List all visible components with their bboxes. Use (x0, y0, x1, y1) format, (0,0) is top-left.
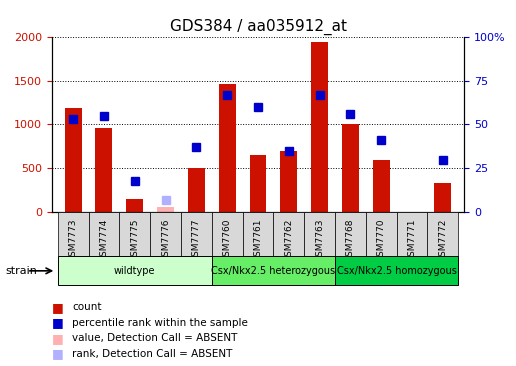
Text: ■: ■ (52, 316, 63, 329)
Text: value, Detection Call = ABSENT: value, Detection Call = ABSENT (72, 333, 237, 343)
Text: ■: ■ (52, 347, 63, 360)
Text: GSM7762: GSM7762 (284, 219, 293, 262)
Bar (373, 160, 390, 212)
FancyBboxPatch shape (273, 212, 304, 256)
Bar (311, 42, 328, 212)
Text: GSM7771: GSM7771 (408, 219, 416, 262)
Text: GSM7768: GSM7768 (346, 219, 355, 262)
Bar (250, 155, 266, 212)
FancyBboxPatch shape (119, 212, 150, 256)
Bar (64, 108, 82, 212)
Text: percentile rank within the sample: percentile rank within the sample (72, 318, 248, 328)
Title: GDS384 / aa035912_at: GDS384 / aa035912_at (169, 19, 347, 35)
FancyBboxPatch shape (58, 256, 212, 285)
Text: GSM7773: GSM7773 (69, 219, 78, 262)
FancyBboxPatch shape (212, 212, 243, 256)
Bar (126, 199, 143, 212)
FancyBboxPatch shape (181, 212, 212, 256)
Text: GSM7770: GSM7770 (377, 219, 386, 262)
Text: rank, Detection Call = ABSENT: rank, Detection Call = ABSENT (72, 348, 233, 359)
Text: ■: ■ (52, 332, 63, 345)
Bar (219, 84, 236, 212)
Bar (157, 207, 174, 212)
Text: GSM7776: GSM7776 (161, 219, 170, 262)
Text: count: count (72, 302, 102, 313)
Text: GSM7772: GSM7772 (438, 219, 447, 262)
Text: GSM7775: GSM7775 (130, 219, 139, 262)
Bar (280, 151, 297, 212)
Text: Csx/Nkx2.5 homozygous: Csx/Nkx2.5 homozygous (336, 266, 457, 276)
FancyBboxPatch shape (335, 212, 366, 256)
Text: GSM7761: GSM7761 (253, 219, 263, 262)
Text: GSM7763: GSM7763 (315, 219, 324, 262)
Text: ■: ■ (52, 301, 63, 314)
FancyBboxPatch shape (304, 212, 335, 256)
FancyBboxPatch shape (427, 212, 458, 256)
Bar (188, 168, 205, 212)
Text: Csx/Nkx2.5 heterozygous: Csx/Nkx2.5 heterozygous (212, 266, 335, 276)
Text: strain: strain (5, 266, 37, 276)
Bar (342, 124, 359, 212)
FancyBboxPatch shape (243, 212, 273, 256)
FancyBboxPatch shape (58, 212, 89, 256)
FancyBboxPatch shape (212, 256, 335, 285)
Text: GSM7760: GSM7760 (223, 219, 232, 262)
FancyBboxPatch shape (89, 212, 119, 256)
Bar (434, 183, 452, 212)
Text: GSM7777: GSM7777 (192, 219, 201, 262)
Text: wildtype: wildtype (114, 266, 155, 276)
FancyBboxPatch shape (335, 256, 458, 285)
FancyBboxPatch shape (366, 212, 397, 256)
FancyBboxPatch shape (397, 212, 427, 256)
FancyBboxPatch shape (150, 212, 181, 256)
Bar (95, 128, 112, 212)
Text: GSM7774: GSM7774 (100, 219, 108, 262)
